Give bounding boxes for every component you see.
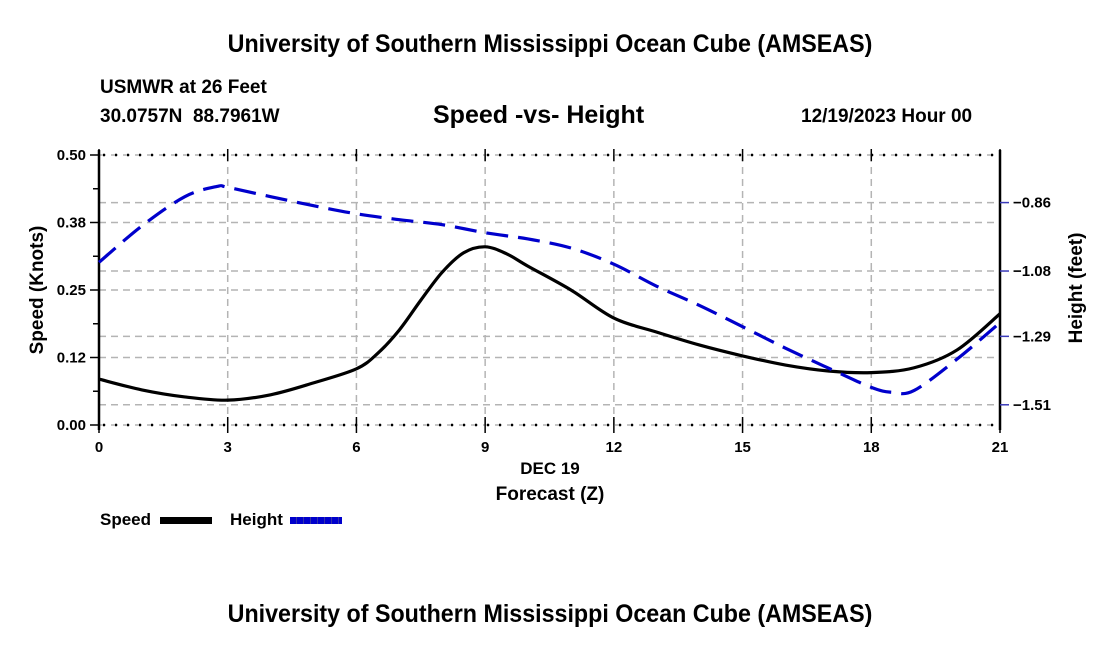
x-tick-label: 0 xyxy=(95,439,103,456)
series-lines xyxy=(97,183,1002,402)
x-axis-sublabel: DEC 19 xyxy=(520,459,580,478)
x-axis-label: Forecast (Z) xyxy=(496,484,605,505)
y-axis-label: Speed (Knots) xyxy=(27,226,48,355)
x-tick-label: 21 xyxy=(992,439,1009,456)
y-tick-label: 0.38 xyxy=(57,215,86,232)
y-tick-label: 0.50 xyxy=(57,147,86,164)
x-tick-label: 12 xyxy=(606,439,623,456)
x-tick-label: 15 xyxy=(734,439,751,456)
chart-header-title: University of Southern Mississippi Ocean… xyxy=(227,30,873,58)
x-tick-label: 9 xyxy=(481,439,489,456)
y2-tick-label: −1.51 xyxy=(1013,397,1051,414)
y-tick-label: 0.00 xyxy=(57,417,86,434)
chart-subtitle: Speed -vs- Height xyxy=(433,101,645,129)
x-tick-label: 18 xyxy=(863,439,880,456)
forecast-datetime: 12/19/2023 Hour 00 xyxy=(801,106,973,127)
legend-speed-swatch xyxy=(160,517,212,524)
y-tick-label: 0.25 xyxy=(57,282,86,299)
y2-tick-label: −1.29 xyxy=(1013,328,1051,345)
axes: 0 3 6 9 12 15 18 21 0.00 0.12 0.25 0.38 0.50 −0.86 −1.… xyxy=(57,147,1051,456)
y2-tick-label: −0.86 xyxy=(1013,195,1051,212)
legend-height-label: Height xyxy=(230,510,283,529)
x-tick-label: 3 xyxy=(224,439,232,456)
series-line-height xyxy=(97,183,1002,396)
y-tick-label: 0.12 xyxy=(57,350,86,367)
legend-height-swatch xyxy=(290,517,342,524)
x-tick-label: 6 xyxy=(352,439,360,456)
y2-tick-label: −1.08 xyxy=(1013,263,1051,280)
station-coordinates: 30.0757N 88.7961W xyxy=(100,106,280,127)
station-label: USMWR at 26 Feet xyxy=(100,77,267,98)
series-line-speed xyxy=(98,245,1002,402)
chart-footer-title: University of Southern Mississippi Ocean… xyxy=(227,600,873,628)
grid-lines xyxy=(99,155,1000,425)
legend-speed-label: Speed xyxy=(100,510,152,529)
y2-axis-label: Height (feet) xyxy=(1066,233,1087,344)
